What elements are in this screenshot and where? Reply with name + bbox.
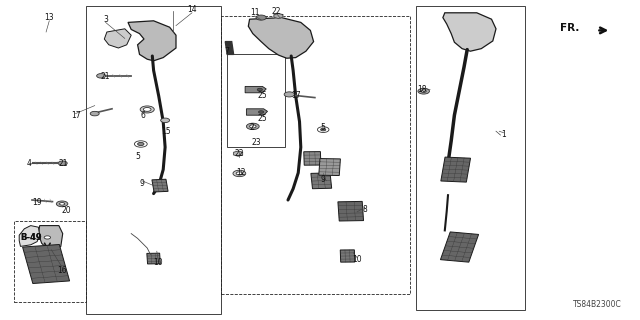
- Polygon shape: [443, 13, 496, 51]
- Text: 5: 5: [320, 124, 325, 132]
- Polygon shape: [225, 42, 234, 54]
- Polygon shape: [22, 244, 70, 284]
- Polygon shape: [104, 29, 131, 48]
- Text: 17: 17: [70, 111, 81, 120]
- Polygon shape: [311, 173, 332, 189]
- Text: 9: 9: [140, 179, 145, 188]
- Text: 17: 17: [291, 92, 301, 100]
- Text: TS84B2300C: TS84B2300C: [573, 300, 622, 309]
- Text: 8: 8: [362, 205, 367, 214]
- Text: 14: 14: [187, 5, 197, 14]
- Bar: [416, 6, 525, 310]
- Text: FR.: FR.: [561, 23, 580, 33]
- Polygon shape: [319, 158, 340, 176]
- Circle shape: [246, 123, 259, 130]
- Text: 1: 1: [501, 130, 506, 139]
- Circle shape: [418, 88, 429, 94]
- Text: 15: 15: [161, 127, 172, 136]
- Circle shape: [134, 141, 147, 147]
- Text: 3: 3: [103, 15, 108, 24]
- Polygon shape: [441, 157, 470, 182]
- Polygon shape: [340, 250, 355, 262]
- Text: 25: 25: [257, 92, 268, 100]
- Text: 18: 18: [418, 85, 427, 94]
- Circle shape: [90, 111, 99, 116]
- Text: 16: 16: [57, 266, 67, 275]
- Text: 21: 21: [59, 159, 68, 168]
- Circle shape: [233, 170, 246, 177]
- Text: 6: 6: [140, 111, 145, 120]
- Text: 11: 11: [250, 8, 259, 17]
- Circle shape: [257, 88, 262, 91]
- Polygon shape: [38, 226, 63, 251]
- Text: 22: 22: [235, 149, 244, 158]
- Text: 13: 13: [44, 13, 54, 22]
- Text: 12: 12: [236, 168, 245, 177]
- Circle shape: [97, 74, 106, 78]
- Text: 23: 23: [251, 138, 261, 147]
- Circle shape: [236, 172, 243, 175]
- Polygon shape: [245, 86, 266, 93]
- Polygon shape: [248, 18, 314, 58]
- Text: 25: 25: [257, 114, 268, 123]
- Circle shape: [284, 92, 294, 97]
- Circle shape: [143, 108, 151, 111]
- Text: 7: 7: [224, 47, 229, 56]
- Circle shape: [161, 118, 170, 123]
- Polygon shape: [274, 13, 283, 19]
- Polygon shape: [246, 109, 268, 115]
- Circle shape: [250, 125, 256, 128]
- Polygon shape: [147, 253, 161, 264]
- Circle shape: [256, 15, 266, 20]
- Text: 20: 20: [61, 206, 71, 215]
- Polygon shape: [440, 232, 479, 262]
- Circle shape: [421, 90, 426, 92]
- Bar: [221, 16, 410, 294]
- Text: 10: 10: [352, 255, 362, 264]
- Polygon shape: [19, 226, 40, 246]
- Text: 10: 10: [153, 258, 163, 267]
- Text: 5: 5: [135, 152, 140, 161]
- Text: 19: 19: [32, 198, 42, 207]
- Text: 22: 22: [272, 7, 281, 16]
- Polygon shape: [152, 179, 168, 192]
- Polygon shape: [304, 152, 321, 165]
- Text: B-49: B-49: [20, 233, 42, 242]
- Circle shape: [44, 236, 51, 239]
- Circle shape: [56, 201, 68, 207]
- Circle shape: [140, 106, 154, 113]
- Bar: [86, 6, 221, 314]
- Circle shape: [60, 203, 65, 205]
- Circle shape: [138, 142, 144, 146]
- Text: B-49: B-49: [20, 233, 42, 242]
- Circle shape: [321, 128, 326, 131]
- Circle shape: [317, 127, 329, 132]
- Polygon shape: [338, 201, 364, 221]
- Text: 9: 9: [321, 175, 326, 184]
- Text: 21: 21: [101, 72, 110, 81]
- Polygon shape: [128, 21, 176, 61]
- Bar: [14, 221, 86, 302]
- Circle shape: [58, 161, 67, 165]
- Text: 4: 4: [27, 159, 32, 168]
- Polygon shape: [234, 151, 243, 156]
- Text: 2: 2: [250, 124, 255, 132]
- Circle shape: [259, 111, 264, 113]
- Bar: [227, 54, 285, 147]
